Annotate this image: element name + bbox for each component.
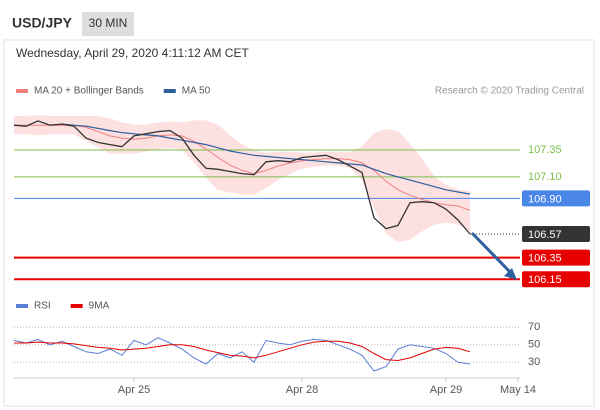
level-label: 106.15 bbox=[528, 274, 562, 286]
legend-swatch bbox=[16, 304, 28, 308]
legend-swatch bbox=[163, 89, 176, 93]
forecast-arrow bbox=[470, 231, 514, 276]
legend-swatch bbox=[16, 89, 28, 93]
level-label: 107.10 bbox=[528, 171, 562, 183]
level-label: 106.90 bbox=[528, 193, 562, 205]
legend-label: MA 50 bbox=[182, 86, 211, 97]
y-tick-label: 50 bbox=[528, 339, 540, 351]
credit: Research © 2020 Trading Central bbox=[435, 86, 584, 97]
ma20-line bbox=[14, 124, 471, 211]
level-box bbox=[522, 225, 590, 242]
level-label: 106.57 bbox=[528, 229, 562, 241]
forecast-arrowhead bbox=[504, 268, 517, 280]
band-lower bbox=[14, 133, 471, 243]
level-label: 106.35 bbox=[528, 253, 562, 265]
bollinger-band bbox=[14, 115, 470, 242]
symbol: USD/JPY bbox=[12, 15, 73, 31]
level-box bbox=[522, 271, 590, 288]
ma50-line bbox=[61, 123, 471, 195]
rsi-line bbox=[14, 340, 471, 362]
timestamp: Wednesday, April 29, 2020 4:11:12 AM CET bbox=[16, 46, 249, 60]
band-upper bbox=[14, 114, 471, 193]
interval-badge bbox=[82, 12, 134, 36]
price-line bbox=[13, 120, 471, 235]
legend-label: MA 20 + Bollinger Bands bbox=[34, 86, 144, 97]
interval: 30 MIN bbox=[89, 16, 128, 30]
rsi-line bbox=[13, 337, 471, 372]
y-tick-label: 30 bbox=[528, 356, 540, 368]
level-label: 107.35 bbox=[528, 144, 562, 156]
legend-swatch bbox=[70, 304, 83, 308]
legend-label: RSI bbox=[34, 301, 51, 312]
x-tick-label: Apr 25 bbox=[118, 384, 150, 396]
level-box bbox=[522, 249, 590, 266]
x-tick-label: Apr 29 bbox=[430, 384, 462, 396]
y-tick-label: 70 bbox=[528, 321, 540, 333]
level-box bbox=[522, 190, 590, 207]
x-tick-label: Apr 28 bbox=[286, 384, 318, 396]
x-tick-label: May 14 bbox=[500, 384, 536, 396]
legend-label: 9MA bbox=[89, 301, 110, 312]
